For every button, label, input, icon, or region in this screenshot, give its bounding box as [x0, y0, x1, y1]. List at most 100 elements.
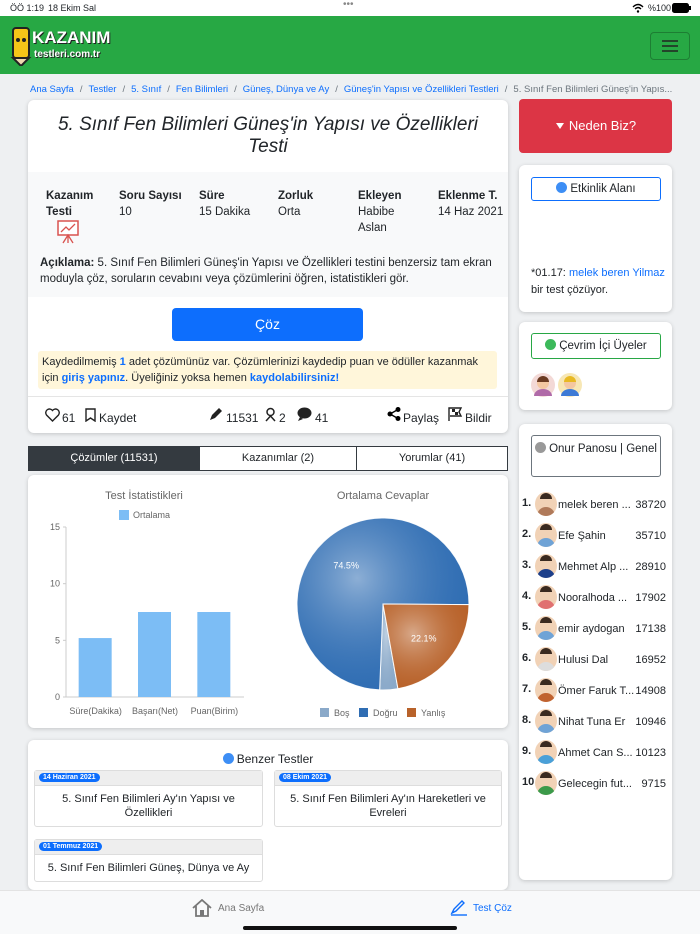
member-name[interactable]: Ömer Faruk T... — [558, 685, 635, 697]
legend-swatch — [407, 708, 416, 717]
avatar — [535, 523, 557, 547]
activity-user[interactable]: melek beren Yilmaz — [568, 267, 665, 279]
breadcrumb-item[interactable]: Ana Sayfa — [30, 84, 74, 95]
notice-count: 1 — [119, 356, 126, 368]
member-score: 10946 — [635, 716, 666, 728]
avatar — [535, 616, 557, 640]
avatar-hair — [540, 493, 552, 499]
comment-icon — [297, 407, 312, 421]
member-name[interactable]: Ahmet Can S... — [558, 747, 633, 759]
battery-icon — [672, 3, 691, 13]
rank: 2. — [522, 528, 532, 540]
avatar-hair — [540, 710, 552, 716]
share-icon[interactable] — [387, 407, 401, 421]
member-name[interactable]: Nooralhoda ... — [558, 592, 628, 604]
activity-entry: *01.17: melek beren Yilmaz bir test çözü… — [531, 265, 666, 299]
info-cell: Ekleyen Habibe Aslan — [358, 188, 418, 236]
breadcrumb-item[interactable]: Fen Bilimleri — [161, 84, 228, 95]
info-label: Eklenme T. — [438, 190, 498, 202]
home-icon[interactable] — [192, 899, 212, 917]
member-score: 28910 — [635, 561, 666, 573]
legend-swatch — [119, 510, 129, 520]
avatar-hair — [540, 617, 552, 623]
users-count: 2 — [279, 411, 286, 425]
report-text[interactable]: Bildir — [465, 411, 492, 425]
test-icon[interactable] — [450, 900, 468, 916]
wifi-icon — [632, 3, 644, 13]
similar-dot — [222, 753, 234, 764]
save-icon[interactable] — [85, 408, 96, 422]
info-label: Süre — [199, 190, 225, 202]
tab[interactable]: Kazanımlar (2) — [199, 446, 357, 471]
member-score: 16952 — [635, 654, 666, 666]
caret-icon — [555, 123, 564, 129]
info-cell: Süre 15 Dakika — [199, 188, 274, 220]
status-time: ÖÖ 1:19 — [10, 3, 45, 13]
rank: 5. — [522, 621, 532, 633]
similar-item[interactable]: 08 Ekim 2021 5. Sınıf Fen Bilimleri Ay'ın… — [274, 770, 502, 827]
similar-item[interactable]: 01 Temmuz 2021 5. Sınıf Fen Bilimleri Gün… — [34, 839, 263, 882]
nav-home[interactable]: Ana Sayfa — [218, 903, 265, 914]
rank: 1. — [522, 497, 532, 509]
member-name[interactable]: melek beren ... — [558, 499, 631, 511]
avatar-shirt — [537, 538, 555, 547]
member-name[interactable]: Nihat Tuna Er — [558, 716, 626, 728]
info-label: Zorluk — [278, 190, 314, 202]
avatar-hair — [540, 679, 552, 685]
similar-item-header: 01 Temmuz 2021 — [35, 840, 262, 855]
online-card: Çevrim İçi Üyeler — [519, 322, 672, 410]
date-badge: 01 Temmuz 2021 — [39, 842, 103, 851]
member-name[interactable]: Efe Şahin — [558, 530, 606, 542]
member-score: 17138 — [635, 623, 666, 635]
menu-button[interactable] — [650, 32, 690, 60]
avatar — [535, 709, 557, 733]
status-battery: %100 — [648, 3, 672, 13]
similar-title-row: Benzer Testler — [28, 752, 508, 766]
avatar-shirt — [537, 569, 555, 578]
member-name[interactable]: Hulusi Dal — [558, 654, 609, 666]
pie-label: 22.1% — [411, 633, 437, 643]
rank: 9. — [522, 745, 532, 757]
member-name[interactable]: emir aydogan — [558, 623, 625, 635]
member-name[interactable]: Mehmet Alp ... — [558, 561, 629, 573]
report-icon[interactable] — [448, 407, 463, 421]
login-link[interactable]: giriş yapınız — [61, 372, 126, 384]
avatar-hair — [540, 586, 552, 592]
breadcrumb-item[interactable]: Güneş'in Yapısı ve Özellikleri Testleri — [329, 84, 499, 95]
register-link[interactable]: kaydolabilirsiniz! — [249, 372, 340, 384]
online-button[interactable]: Çevrim İçi Üyeler — [531, 333, 661, 359]
notice: Kaydedilmemiş 1 adet çözümünüz var. Çözü… — [38, 351, 497, 389]
chart-title: Ortalama Cevaplar — [337, 490, 430, 502]
save-text[interactable]: Kaydet — [99, 411, 137, 425]
legend-label: Yanlış — [421, 708, 446, 718]
breadcrumb-item[interactable]: Güneş, Dünya ve Ay — [228, 84, 329, 95]
breadcrumb-item[interactable]: 5. Sınıf — [116, 84, 161, 95]
member-name[interactable]: Gelecegin fut... — [558, 778, 632, 790]
leaderboard-button[interactable]: Onur Panosu | Genel — [531, 435, 661, 477]
leaderboard-dot — [535, 442, 547, 453]
breadcrumb-item[interactable]: Testler — [74, 84, 117, 95]
activity-time: *01.17: — [531, 267, 566, 279]
activity-dot — [556, 182, 568, 193]
tab[interactable]: Yorumlar (41) — [356, 446, 508, 471]
solve-button[interactable]: Çöz — [172, 308, 363, 341]
why-text: Neden Biz? — [568, 118, 637, 133]
avatar-hair — [540, 555, 552, 561]
logo-subtitle[interactable]: testleri.com.tr — [34, 49, 101, 60]
tab[interactable]: Çözümler (11531) — [28, 446, 200, 471]
status-bar: ÖÖ 1:19 18 Ekim Sal ••• %100 — [0, 0, 700, 16]
like-icon[interactable] — [45, 408, 60, 422]
logo-title[interactable]: KAZANIM — [32, 28, 111, 47]
why-button[interactable]: Neden Biz? — [519, 99, 672, 153]
avatar-shirt — [537, 724, 555, 733]
share-text[interactable]: Paylaş — [403, 411, 440, 425]
activity-button[interactable]: Etkinlik Alanı — [531, 177, 661, 201]
legend-label: Ortalama — [133, 510, 170, 520]
similar-item[interactable]: 14 Haziran 2021 5. Sınıf Fen Bilimleri Ay… — [34, 770, 263, 827]
legend-swatch — [359, 708, 368, 717]
nav-test[interactable]: Test Çöz — [473, 903, 512, 914]
type-label: Kazanım Testi — [46, 190, 94, 218]
similar-title: Benzer Testler — [236, 752, 314, 766]
notice-middle: adet çözümünüz var. Çözümlerinizi kayded… — [42, 356, 478, 384]
